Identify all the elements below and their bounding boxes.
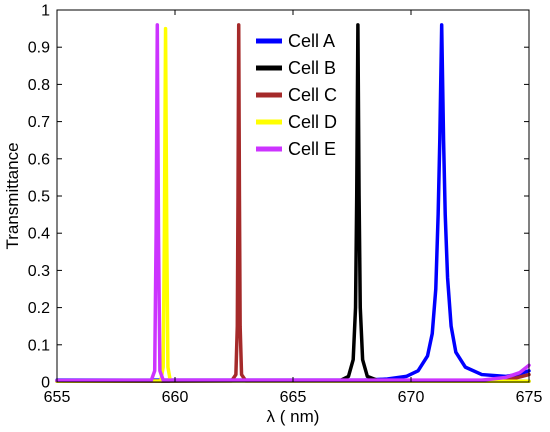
x-tick-label: 675 [516, 389, 543, 406]
legend-entry: Cell D [288, 112, 337, 132]
series-lines [55, 23, 531, 384]
x-tick-label: 670 [398, 389, 425, 406]
series-line-5 [55, 23, 531, 383]
y-tick-label: 0.7 [28, 114, 50, 131]
y-tick-label: 1 [41, 3, 50, 20]
axis-ticks: 655 660 665 670 675 0 0.1 0.2 0.3 0.4 0.5 0.6 0.7 0.8… [28, 3, 543, 407]
y-tick-label: 0.8 [28, 77, 50, 94]
legend-entry: Cell A [288, 31, 335, 51]
series-line-2 [55, 23, 531, 384]
series-line-1 [55, 23, 531, 382]
y-tick-label: 0.5 [28, 189, 50, 206]
y-tick-label: 0.9 [28, 40, 50, 57]
x-tick-label: 655 [44, 389, 71, 406]
legend-entry: Cell B [288, 58, 336, 78]
y-tick-label: 0.1 [28, 337, 50, 354]
y-tick-label: 0.3 [28, 263, 50, 280]
legend: Cell A Cell B Cell C Cell D Cell E [256, 31, 337, 159]
x-tick-label: 665 [280, 389, 307, 406]
x-tick-label: 660 [162, 389, 189, 406]
y-tick-label: 0.2 [28, 300, 50, 317]
y-tick-label: 0 [41, 375, 50, 392]
x-axis-label: λ ( nm) [267, 407, 320, 426]
y-tick-label: 0.6 [28, 151, 50, 168]
y-axis-label: Transmittance [3, 142, 22, 249]
y-tick-label: 0.4 [28, 226, 50, 243]
legend-entry: Cell C [288, 85, 337, 105]
legend-entry: Cell E [288, 139, 336, 159]
